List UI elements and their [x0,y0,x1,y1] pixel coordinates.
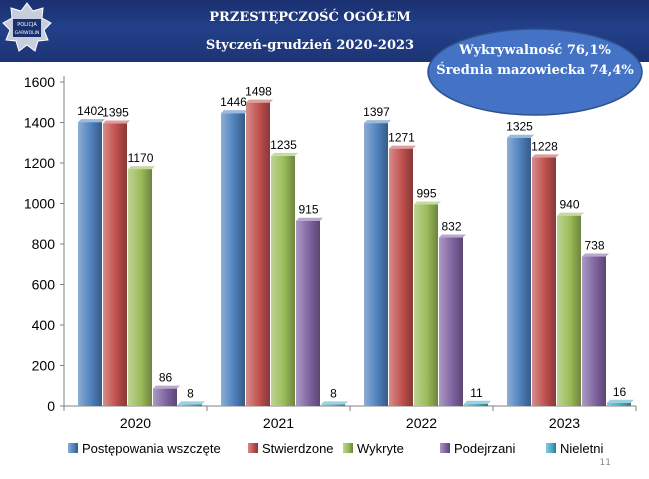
bar-stwierdzone [103,123,127,406]
legend-label: Wykryte [357,441,404,456]
bar-top-face [507,134,534,138]
data-label: 1235 [270,138,297,152]
legend-swatch [248,443,258,453]
bar-top-face [128,166,155,170]
police-badge-icon: POLICJA GARWOLIN [2,2,52,52]
bar-top-face [532,154,559,158]
bar-wykryte [271,155,295,406]
data-label: 8 [330,386,337,400]
data-label: 1271 [388,131,415,145]
detection-rate-text: Wykrywalność 76,1% [459,43,611,58]
data-label: 1498 [245,85,272,99]
data-label: 915 [298,203,318,217]
bar-top-face [414,201,441,205]
data-label: 832 [441,220,461,234]
x-tick-label: 2021 [263,415,294,431]
y-tick-label: 0 [47,398,55,414]
bar-stwierdzone [532,157,556,406]
data-label: 8 [187,386,194,400]
data-label: 1446 [220,95,247,109]
bar-top-face [271,152,298,156]
bar-top-face [557,212,584,216]
data-label: 11 [470,386,483,400]
bar-chart: 0200400600800100012001400160014021395117… [24,74,637,456]
y-tick-label: 1600 [24,74,55,90]
slide-subtitle: Styczeń-grudzień 2020-2023 [205,38,415,53]
bar-podejrzani [582,256,606,406]
data-label: 995 [416,187,436,201]
bar-top-face [103,120,130,124]
logo-bottom-text: GARWOLIN [15,30,40,36]
y-tick-label: 600 [32,277,56,293]
bar-top-face [582,253,609,257]
bar-top-face [389,145,416,149]
y-tick-label: 400 [32,317,56,333]
logo-top-text: POLICJA [17,22,37,28]
bar-top-face [153,385,180,389]
legend-label: Postępowania wszczęte [82,441,221,456]
regional-average-text: Średnia mazowiecka 74,4% [436,63,634,78]
legend-swatch [440,443,450,453]
data-label: 940 [559,198,579,212]
ellipse-shape [427,28,643,116]
legend-swatch [343,443,353,453]
bar-nieletni [607,402,631,406]
slide-title: PRZESTĘPCZOŚĆ OGÓŁEM [209,10,411,25]
y-tick-label: 1000 [24,196,55,212]
bar-postępowania-wszczęte [507,137,531,406]
bar-top-face [78,119,105,123]
data-label: 738 [584,239,604,253]
bar-wykryte [128,169,152,406]
bar-top-face [607,399,634,403]
x-tick-label: 2020 [120,415,151,431]
bar-top-face [221,110,248,114]
x-tick-label: 2022 [406,415,437,431]
bar-podejrzani [153,388,177,406]
bar-nieletni [321,404,345,406]
bar-postępowania-wszczęte [364,123,388,407]
bar-wykryte [414,204,438,406]
legend-label: Podejrzani [454,441,516,456]
bar-stwierdzone [246,102,270,406]
bar-top-face [439,234,466,238]
bar-top-face [296,217,323,221]
bar-top-face [178,401,205,405]
bar-nieletni [178,404,202,406]
bar-podejrzani [296,220,320,406]
y-tick-label: 1200 [24,155,55,171]
data-label: 1397 [363,105,390,119]
legend-label: Stwierdzone [262,441,334,456]
x-tick-label: 2023 [549,415,580,431]
y-tick-label: 200 [32,358,56,374]
y-tick-label: 1400 [24,115,55,131]
legend-swatch [546,443,556,453]
data-label: 1325 [506,120,533,134]
detection-rate-ellipse [427,28,643,116]
bar-stwierdzone [389,148,413,406]
bar-wykryte [557,215,581,406]
bar-postępowania-wszczęte [78,122,102,406]
legend-swatch [68,443,78,453]
data-label: 86 [159,371,173,385]
legend-label: Nieletni [560,441,603,456]
y-tick-label: 800 [32,236,56,252]
bar-podejrzani [439,237,463,406]
data-label: 1395 [102,106,129,120]
slide-number: 11 [599,458,611,468]
bar-nieletni [464,403,488,406]
bar-postępowania-wszczęte [221,113,245,406]
bar-top-face [364,120,391,124]
data-label: 1402 [77,104,104,118]
bar-top-face [321,401,348,405]
bar-top-face [246,99,273,103]
data-label: 1170 [128,151,154,165]
data-label: 1228 [531,139,558,153]
data-label: 16 [613,385,627,399]
bar-top-face [464,400,491,404]
